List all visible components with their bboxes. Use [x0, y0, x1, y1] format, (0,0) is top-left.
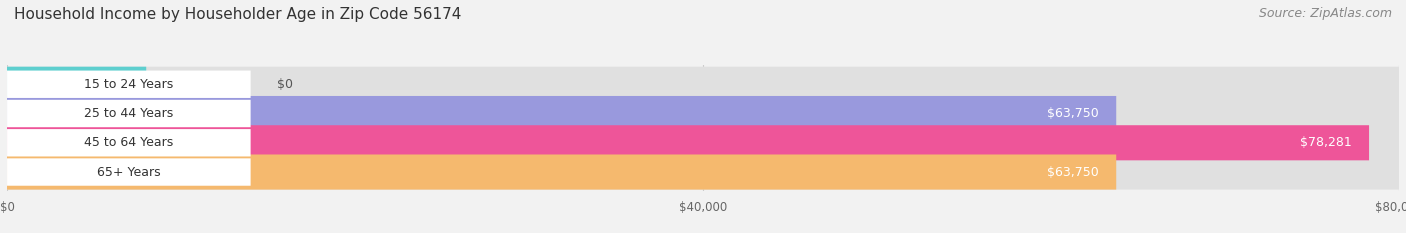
FancyBboxPatch shape [7, 67, 1399, 102]
FancyBboxPatch shape [7, 154, 1116, 190]
Text: $0: $0 [277, 78, 292, 91]
FancyBboxPatch shape [7, 125, 1369, 160]
FancyBboxPatch shape [7, 125, 1399, 160]
Text: 25 to 44 Years: 25 to 44 Years [84, 107, 173, 120]
Text: $78,281: $78,281 [1301, 136, 1351, 149]
FancyBboxPatch shape [7, 129, 250, 157]
Text: Source: ZipAtlas.com: Source: ZipAtlas.com [1258, 7, 1392, 20]
Text: 65+ Years: 65+ Years [97, 165, 160, 178]
FancyBboxPatch shape [7, 154, 1399, 190]
Text: Household Income by Householder Age in Zip Code 56174: Household Income by Householder Age in Z… [14, 7, 461, 22]
Text: $63,750: $63,750 [1047, 107, 1099, 120]
FancyBboxPatch shape [7, 158, 250, 186]
Text: $63,750: $63,750 [1047, 165, 1099, 178]
FancyBboxPatch shape [7, 100, 250, 127]
Text: 45 to 64 Years: 45 to 64 Years [84, 136, 173, 149]
Text: 15 to 24 Years: 15 to 24 Years [84, 78, 173, 91]
FancyBboxPatch shape [7, 96, 1399, 131]
FancyBboxPatch shape [7, 71, 250, 98]
FancyBboxPatch shape [7, 67, 146, 102]
FancyBboxPatch shape [7, 96, 1116, 131]
